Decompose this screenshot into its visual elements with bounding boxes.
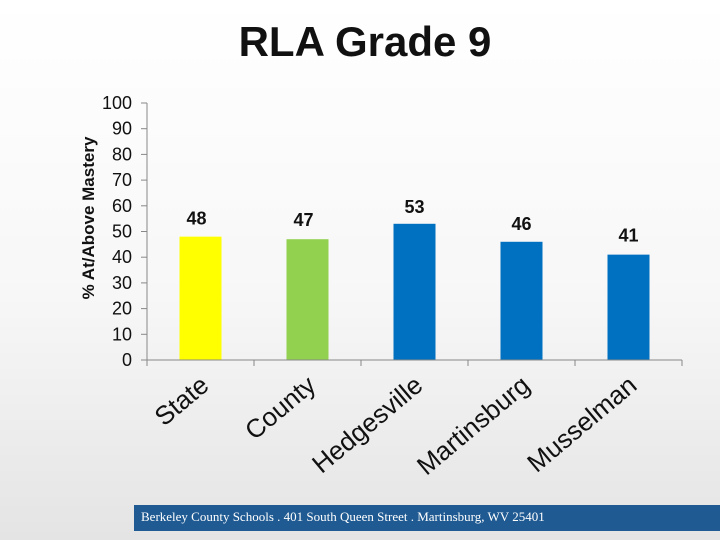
x-tick-label-county: County — [239, 370, 321, 446]
y-tick-label: 60 — [112, 196, 132, 216]
chart-title: RLA Grade 9 — [238, 18, 492, 65]
y-tick-label: 10 — [112, 324, 132, 344]
y-axis-title-group: % At/Above Mastery — [79, 136, 98, 299]
bars — [179, 223, 650, 360]
y-tick-label: 40 — [112, 247, 132, 267]
y-tick-label: 100 — [102, 93, 132, 113]
data-label-martinsburg: 46 — [511, 214, 531, 234]
bar-hedgesville — [393, 223, 436, 360]
y-tick-label: 70 — [112, 170, 132, 190]
y-tick-label: 30 — [112, 273, 132, 293]
x-tick-label-martinsburg: Martinsburg — [411, 370, 535, 481]
data-label-musselman: 41 — [618, 226, 638, 246]
y-tick-label: 90 — [112, 119, 132, 139]
bar-state — [179, 236, 222, 360]
bar-musselman — [607, 254, 650, 360]
y-tick-label: 80 — [112, 144, 132, 164]
x-tick-label-state: State — [149, 370, 215, 432]
footer-bar — [134, 505, 720, 531]
x-tick-label-hedgesville: Hedgesville — [306, 370, 428, 479]
y-tick-label: 50 — [112, 222, 132, 242]
x-axis: State CountyHedgesvilleMartinsburgMusselm… — [146, 359, 683, 481]
y-tick-label: 20 — [112, 299, 132, 319]
data-label-hedgesville: 53 — [404, 197, 424, 217]
data-label-state: 48 — [186, 209, 206, 229]
data-labels: 48 47 53 46 41 — [186, 197, 638, 246]
bar-martinsburg — [500, 241, 543, 360]
x-tick-label-musselman: Musselman — [521, 370, 642, 478]
footer-text: Berkeley County Schools . 401 South Quee… — [141, 509, 545, 524]
y-axis-title: % At/Above Mastery — [79, 136, 98, 299]
y-tick-label: 0 — [122, 350, 132, 370]
y-axis: 0 10 20 30 40 50 60 70 80 90 100 — [102, 93, 148, 370]
data-label-county: 47 — [293, 210, 313, 230]
bar-county — [286, 239, 329, 360]
